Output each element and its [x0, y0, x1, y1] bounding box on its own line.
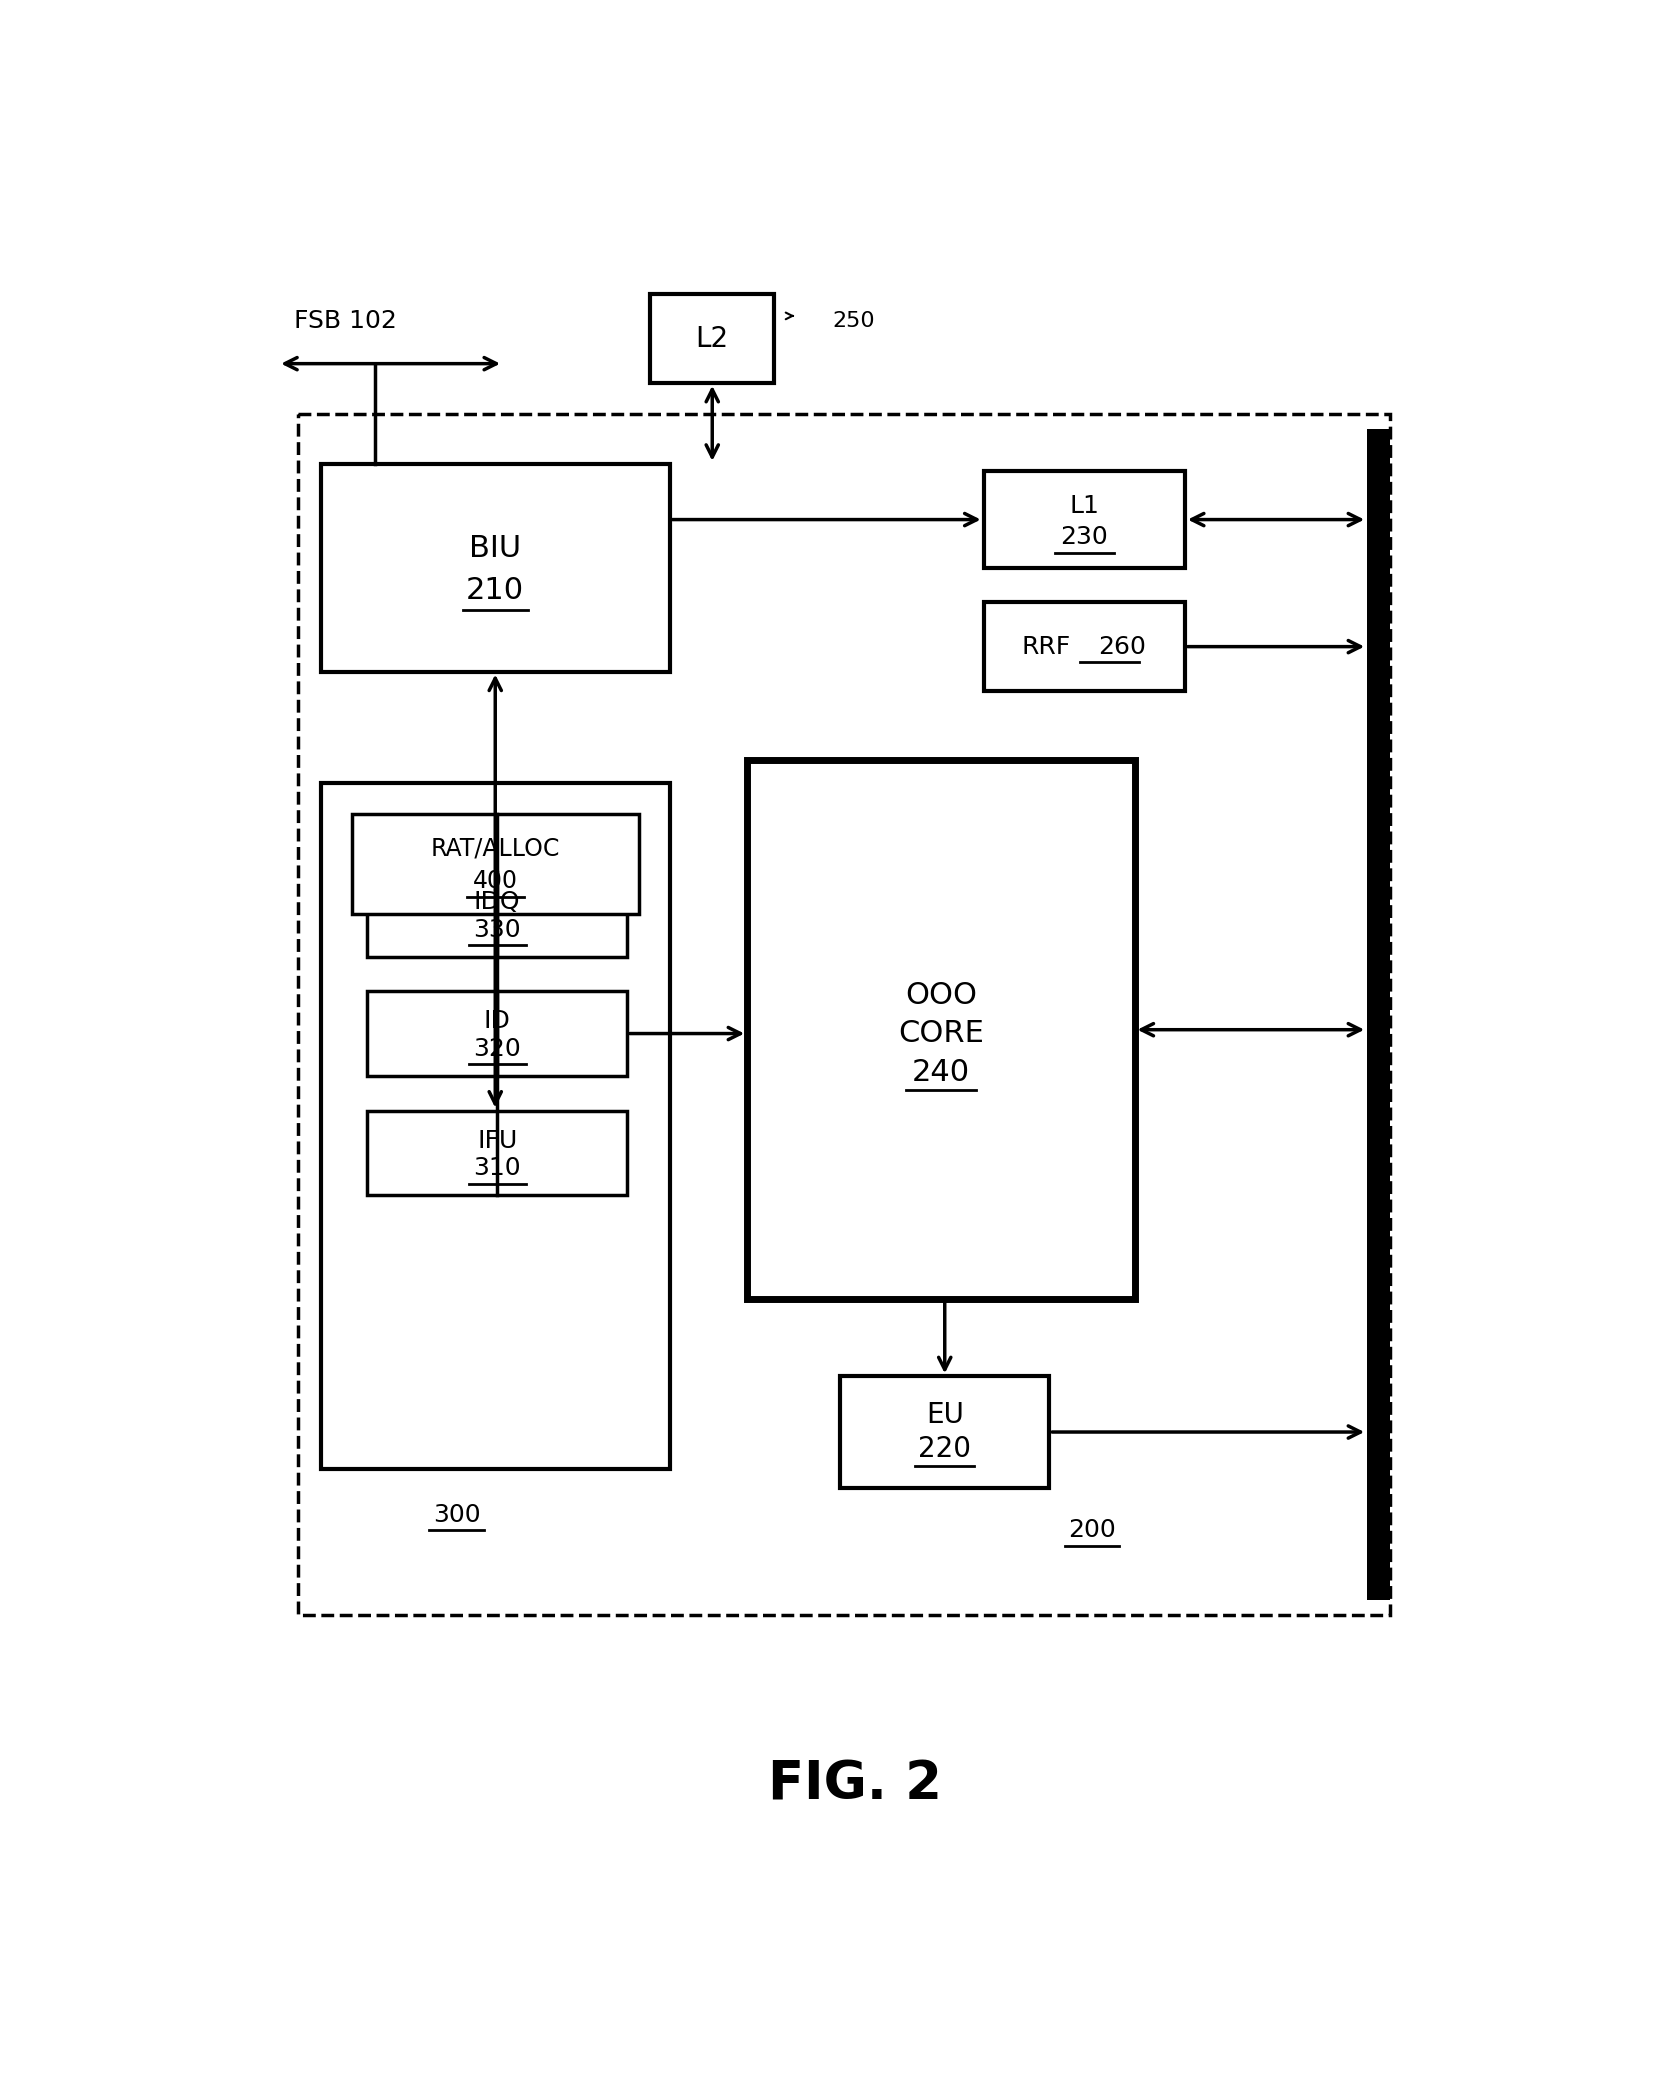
Text: 200: 200: [1068, 1518, 1116, 1541]
Text: EU: EU: [926, 1401, 964, 1430]
Text: OOO: OOO: [904, 981, 977, 1010]
Text: 320: 320: [474, 1037, 520, 1060]
Text: IDQ: IDQ: [474, 890, 520, 914]
Bar: [1368, 428, 1391, 1600]
Bar: [747, 760, 1134, 1300]
Bar: [984, 603, 1184, 691]
Bar: [651, 294, 774, 382]
Text: FSB 102: FSB 102: [294, 309, 397, 334]
Text: 260: 260: [1098, 634, 1146, 659]
Bar: [367, 872, 627, 958]
Text: RRF: RRF: [1021, 634, 1071, 659]
Bar: [297, 414, 1391, 1615]
Text: 230: 230: [1061, 525, 1108, 548]
Text: 300: 300: [432, 1504, 480, 1527]
Text: L1: L1: [1069, 494, 1099, 519]
Bar: [352, 815, 639, 914]
Text: 310: 310: [474, 1157, 520, 1180]
Text: RAT/ALLOC: RAT/ALLOC: [430, 836, 560, 861]
Text: FIG. 2: FIG. 2: [767, 1758, 942, 1810]
Bar: [367, 991, 627, 1075]
Bar: [320, 464, 669, 672]
Text: 250: 250: [832, 311, 876, 332]
Bar: [841, 1376, 1049, 1487]
Text: 240: 240: [912, 1058, 969, 1086]
Text: CORE: CORE: [897, 1018, 984, 1048]
Text: BIU: BIU: [469, 533, 522, 563]
Bar: [367, 1111, 627, 1195]
Text: L2: L2: [696, 326, 729, 353]
Text: IFU: IFU: [477, 1128, 517, 1153]
Bar: [320, 783, 669, 1468]
Text: 220: 220: [919, 1434, 971, 1464]
Text: 330: 330: [474, 918, 520, 941]
Text: ID: ID: [484, 1010, 510, 1033]
Text: 400: 400: [472, 869, 517, 892]
Text: 210: 210: [465, 575, 524, 605]
Bar: [984, 472, 1184, 567]
